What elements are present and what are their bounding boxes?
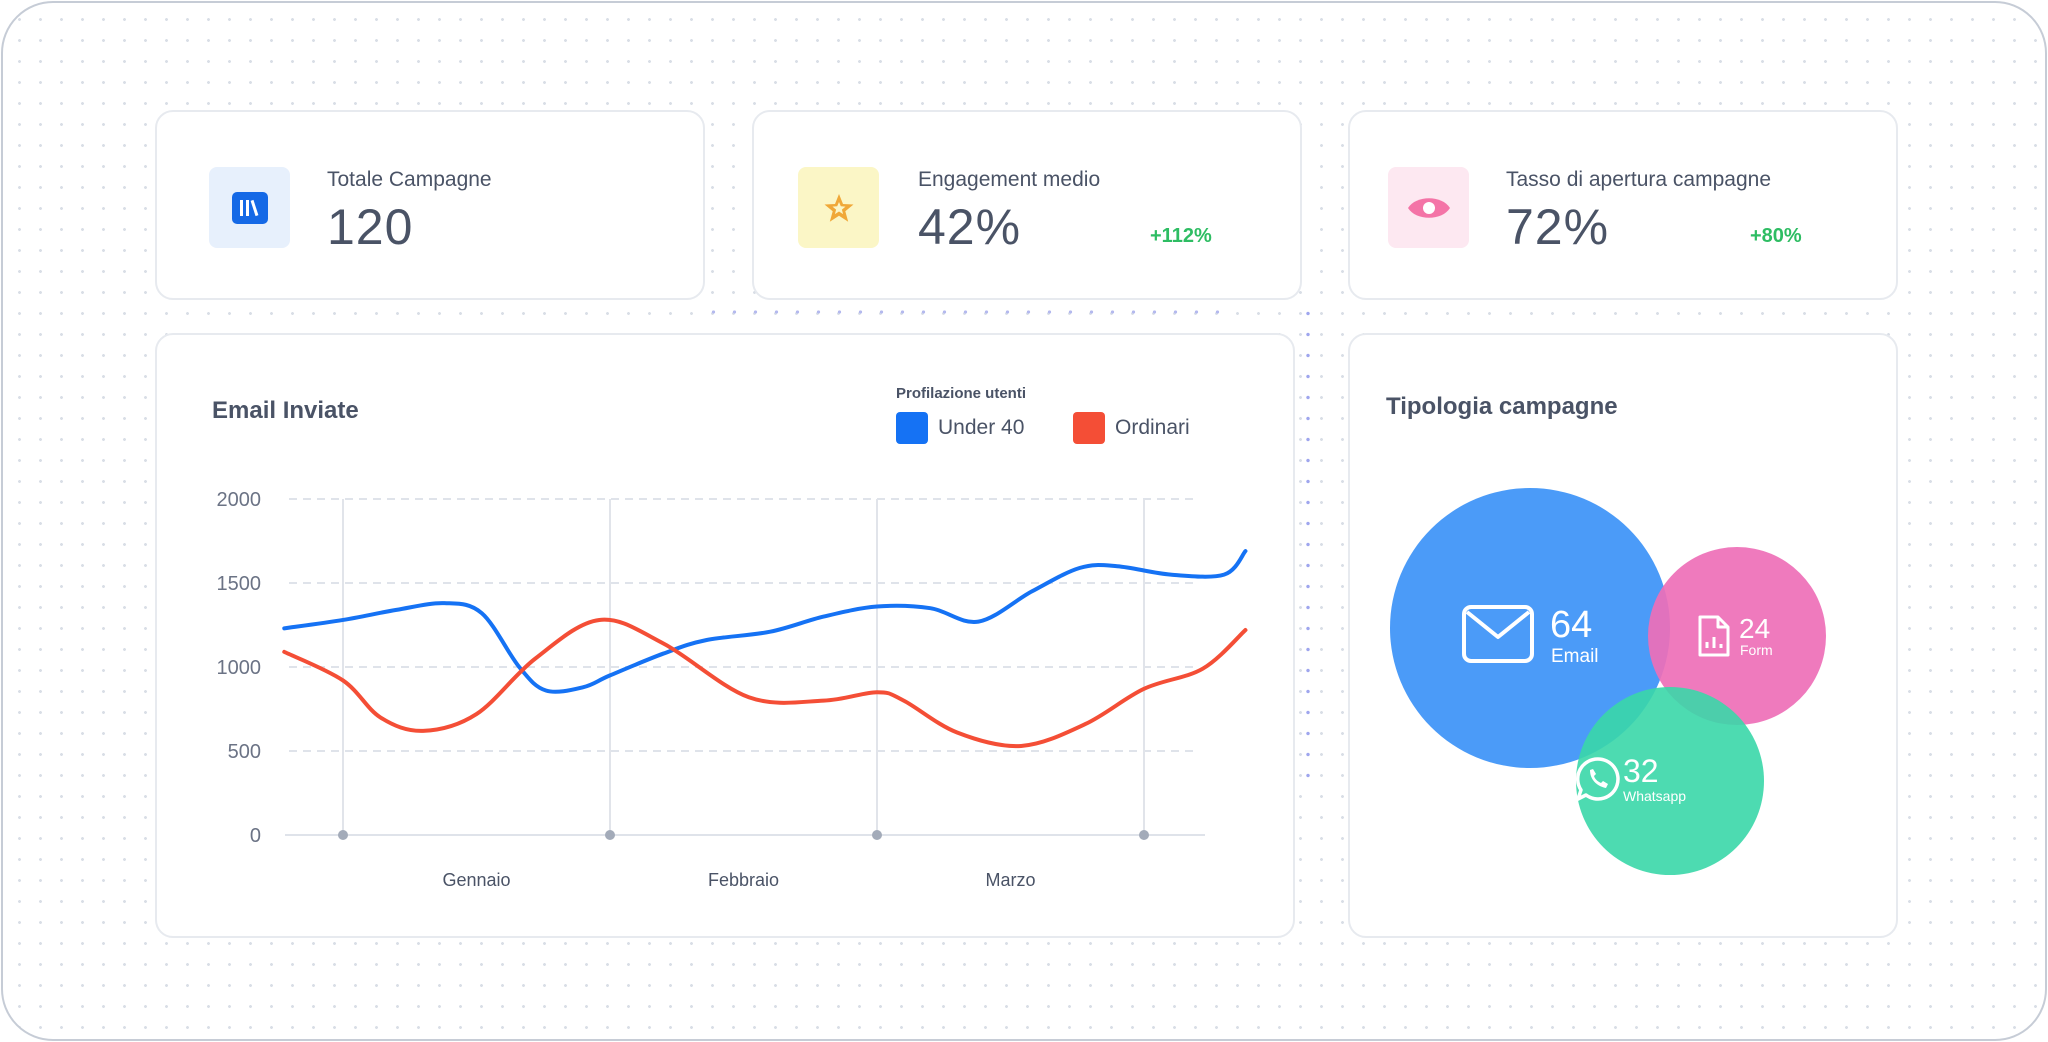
- bubble-label: Form: [1740, 642, 1773, 658]
- star-icon: [798, 167, 879, 248]
- stat-label: Tasso di apertura campagne: [1506, 168, 1771, 191]
- stat-card-open-rate[interactable]: Tasso di apertura campagne 72% +80%: [1348, 110, 1898, 300]
- stat-card-engagement[interactable]: Engagement medio 42% +112%: [752, 110, 1302, 300]
- x-tick-label: Febbraio: [708, 870, 779, 890]
- y-tick-label: 1000: [217, 657, 262, 679]
- whatsapp-icon: [1575, 757, 1620, 801]
- y-tick-label: 2000: [217, 489, 262, 511]
- campaign-type-card: Tipologia campagne 64 Email: [1348, 333, 1898, 938]
- stat-delta: +80%: [1750, 225, 1802, 247]
- x-tick-label: Marzo: [985, 870, 1035, 890]
- series-line-under-40: [282, 549, 1248, 694]
- x-axis-marker: [872, 830, 882, 840]
- dotted-divider-vertical: [1305, 303, 1311, 783]
- y-tick-label: 500: [228, 741, 261, 763]
- chart-title: Email Inviate: [212, 397, 359, 424]
- series-line-ordinari: [282, 617, 1248, 749]
- stat-label: Engagement medio: [918, 168, 1101, 191]
- bubble-label: Whatsapp: [1623, 788, 1686, 804]
- document-chart-icon: [1698, 615, 1730, 657]
- eye-icon: [1388, 167, 1469, 248]
- bubble-chart: 64 Email 24 Form 32 Whatsapp: [1390, 488, 1826, 875]
- campaign-type-title: Tipologia campagne: [1386, 393, 1618, 420]
- bubble-value: 32: [1623, 753, 1659, 789]
- envelope-icon: [1462, 605, 1534, 663]
- x-tick-label: Gennaio: [442, 870, 510, 890]
- legend-item-ordinari[interactable]: Ordinari: [1073, 412, 1190, 444]
- stat-label: Totale Campagne: [327, 168, 492, 191]
- legend-swatch: [896, 412, 928, 444]
- legend-swatch: [1073, 412, 1105, 444]
- line-chart: 2000 1500 1000 500 0 Gennaio Febbraio Marzo: [217, 489, 1248, 890]
- stat-value: 120: [327, 199, 414, 255]
- stat-delta: +112%: [1150, 225, 1212, 247]
- x-axis-marker: [338, 830, 348, 840]
- legend-item-under-40[interactable]: Under 40: [896, 412, 1024, 444]
- stat-card-total-campaigns[interactable]: Totale Campagne 120: [155, 110, 705, 300]
- legend-label: Under 40: [938, 416, 1025, 439]
- x-axis-marker: [605, 830, 615, 840]
- bubble-label: Email: [1551, 646, 1599, 667]
- bubble-value: 64: [1550, 604, 1592, 646]
- bubble-value: 24: [1739, 613, 1770, 644]
- stat-value: 72%: [1506, 199, 1610, 255]
- y-tick-label: 0: [250, 825, 261, 847]
- dotted-divider-horizontal: [703, 309, 1223, 315]
- stat-value: 42%: [918, 199, 1022, 255]
- legend-label: Ordinari: [1115, 416, 1190, 439]
- books-icon: [209, 167, 290, 248]
- bubble-whatsapp[interactable]: [1576, 687, 1764, 875]
- y-tick-label: 1500: [217, 573, 262, 595]
- email-chart-card: Email Inviate Profilazione utenti Under …: [155, 333, 1295, 938]
- legend-title: Profilazione utenti: [896, 385, 1027, 402]
- x-axis-marker: [1139, 830, 1149, 840]
- bubble-form[interactable]: [1648, 547, 1826, 725]
